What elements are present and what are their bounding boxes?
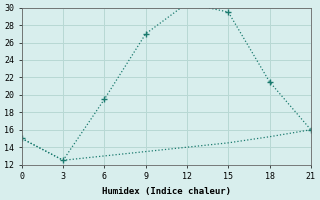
X-axis label: Humidex (Indice chaleur): Humidex (Indice chaleur) xyxy=(102,187,231,196)
